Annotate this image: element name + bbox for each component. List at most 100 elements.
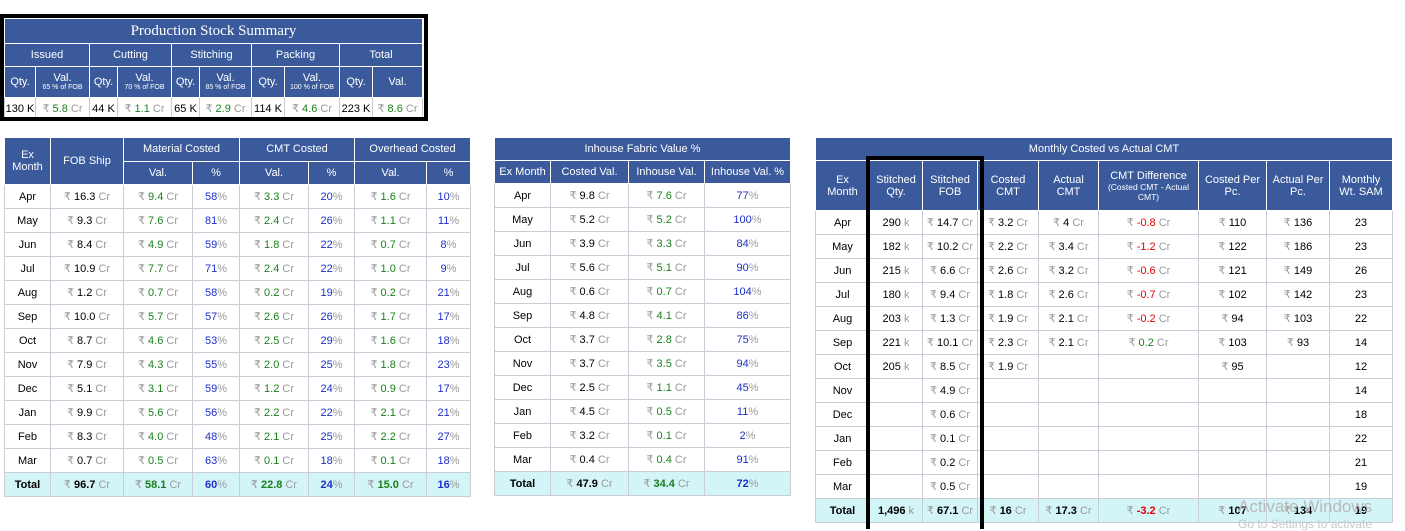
cmt-difference-cell (1098, 402, 1199, 427)
table-row: Oct ₹ 3.7 Cr ₹ 2.8 Cr 75% (494, 327, 791, 352)
inhouse-pct-cell: 86% (704, 303, 791, 328)
currency-symbol: ₹ (1053, 217, 1061, 229)
value: 0.6 (940, 409, 956, 421)
cmt-pct-cell: 26% (308, 208, 355, 233)
currency-symbol: ₹ (926, 337, 934, 349)
currency-symbol: ₹ (253, 191, 261, 203)
percent-sign: % (446, 238, 457, 251)
percent-value: 25 (320, 430, 333, 443)
actual-cmt-cell: ₹ 17.3 Cr (1038, 498, 1099, 523)
cmt-val-cell: ₹ 3.3 Cr (239, 184, 309, 209)
table-row: Jan ₹ 0.1 Cr 22 (815, 426, 1393, 451)
percent-value: 55 (204, 358, 218, 371)
material-val-cell: ₹ 4.9 Cr (123, 232, 193, 257)
unit: Cr (320, 103, 333, 115)
monthly-sam-cell: 22 (1329, 426, 1393, 451)
unit: Cr (166, 191, 179, 203)
group-overhead-costed: Overhead Costed (354, 137, 471, 162)
value: 110 (1228, 217, 1247, 229)
percent-value: 29 (320, 334, 333, 347)
percent-value: 21 (437, 286, 450, 299)
cmt-pct-cell: 22% (308, 400, 355, 425)
costed-per-pc-cell: ₹ 103 (1198, 330, 1267, 355)
currency-symbol: ₹ (253, 335, 261, 347)
table-row: Mar ₹ 0.7 Cr ₹ 0.5 Cr 63% ₹ 0.1 Cr 18% ₹ 0.1 C… (4, 448, 471, 473)
currency-symbol: ₹ (253, 215, 261, 227)
unit: Cr (674, 310, 687, 322)
unit: Cr (1076, 289, 1089, 301)
unit: Cr (958, 289, 971, 301)
value: 2.6 (264, 311, 280, 323)
unit: Cr (597, 214, 610, 226)
value: 103 (1293, 313, 1313, 325)
material-pct-cell: 56% (192, 400, 240, 425)
unit: Cr (398, 335, 411, 347)
value: 5.8 (52, 103, 68, 115)
value: 1.8 (998, 289, 1014, 301)
costed-val-cell: ₹ 5.2 Cr (550, 207, 629, 232)
sub-pct: % (308, 160, 355, 185)
material-val-cell: ₹ 9.4 Cr (123, 184, 193, 209)
currency-symbol: ₹ (1048, 337, 1056, 349)
month-cell: May (494, 207, 551, 232)
val-label: Val. (53, 72, 72, 84)
table-row: Nov ₹ 7.9 Cr ₹ 4.3 Cr 55% ₹ 2.0 Cr 25% ₹ 1.8 C… (4, 352, 471, 377)
percent-value: 22 (320, 262, 333, 275)
currency-symbol: ₹ (66, 431, 74, 443)
sub-val: Val. (239, 160, 309, 185)
group-packing: Packing (251, 43, 340, 67)
value: 290 (882, 216, 901, 229)
percent-value: 17 (437, 382, 450, 395)
unit: Cr (674, 238, 687, 250)
inhouse-pct-cell: 91% (704, 447, 791, 472)
overhead-pct-cell: 17% (426, 376, 471, 401)
unit: Cr (1016, 241, 1029, 253)
month-cell: Nov (815, 378, 870, 403)
inhouse-pct-cell: 104% (704, 279, 791, 304)
table-row: Aug 203 k ₹ 1.3 Cr ₹ 1.9 Cr ₹ 2.1 Cr ₹ -0.2 C… (815, 306, 1393, 331)
value: 186 (1293, 241, 1313, 253)
currency-symbol: ₹ (1218, 217, 1226, 229)
table-row: May ₹ 9.3 Cr ₹ 7.6 Cr 81% ₹ 2.4 Cr 26% ₹ 1.1 C… (4, 208, 471, 233)
currency-symbol: ₹ (1128, 337, 1136, 349)
unit: Cr (597, 286, 610, 298)
currency-symbol: ₹ (569, 238, 577, 250)
unit: Cr (233, 103, 246, 115)
stock-qty: 65 K (171, 97, 200, 120)
actual-cmt-cell: ₹ 3.2 Cr (1038, 258, 1099, 283)
table-row: Sep ₹ 10.0 Cr ₹ 5.7 Cr 57% ₹ 2.6 Cr 26% ₹ 1.7 … (4, 304, 471, 329)
cmt-val-cell: ₹ 2.5 Cr (239, 328, 309, 353)
unit: Cr (961, 505, 974, 517)
value: 1.9 (998, 313, 1014, 325)
costed-cmt-cell (977, 450, 1039, 475)
value: 134 (1293, 505, 1313, 517)
actual-cmt-cell (1038, 378, 1099, 403)
month-cell: Jun (4, 232, 51, 257)
currency-symbol: ₹ (137, 287, 145, 299)
unit: Cr (674, 382, 687, 394)
value: 7.9 (77, 359, 93, 371)
currency-symbol: ₹ (1218, 289, 1226, 301)
inhouse-title: Inhouse Fabric Value % (494, 137, 791, 161)
value: 203 (882, 312, 901, 325)
unit: Cr (398, 287, 411, 299)
costed-per-pc-cell: ₹ 121 (1198, 258, 1267, 283)
cmt-pct-cell: 20% (308, 184, 355, 209)
unit: Cr (597, 262, 610, 274)
value: 0.2 (380, 287, 396, 299)
percent-sign: % (332, 310, 343, 323)
currency-symbol: ₹ (569, 286, 577, 298)
material-val-cell: ₹ 5.6 Cr (123, 400, 193, 425)
table-row: Jul 180 k ₹ 9.4 Cr ₹ 1.8 Cr ₹ 2.6 Cr ₹ -0.7 C… (815, 282, 1393, 307)
table-row: Jun 215 k ₹ 6.6 Cr ₹ 2.6 Cr ₹ 3.2 Cr ₹ -0.6 C… (815, 258, 1393, 283)
value: 1.8 (264, 239, 280, 251)
col-actual-per-pc: Actual Per Pc. (1266, 160, 1330, 211)
value: 9.4 (148, 191, 164, 203)
currency-symbol: ₹ (370, 239, 378, 251)
value: 4.6 (148, 335, 164, 347)
overhead-pct-cell: 18% (426, 328, 471, 353)
percent-sign: % (748, 357, 759, 370)
value: 4.1 (656, 310, 672, 322)
cmt-comparison-table: Monthly Costed vs Actual CMT Ex Month St… (815, 137, 1393, 523)
costed-per-pc-cell: ₹ 94 (1198, 306, 1267, 331)
